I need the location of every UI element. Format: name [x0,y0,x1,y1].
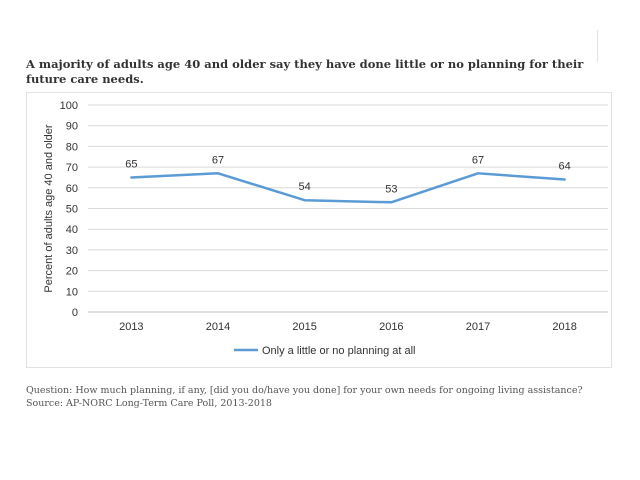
y-tick-label-80: 80 [66,141,78,153]
question-note: Question: How much planning, if any, [di… [26,385,583,396]
y-tick-label-30: 30 [66,245,78,257]
x-tick-label-2017: 2017 [466,321,490,333]
data-label-2015: 54 [299,181,311,193]
x-tick-label-2018: 2018 [552,321,576,333]
y-axis-title: Percent of adults age 40 and older [43,124,55,293]
y-tick-label-0: 0 [72,307,78,319]
y-tick-label-70: 70 [66,162,78,174]
y-tick-label-90: 90 [66,121,78,133]
source-note: Source: AP-NORC Long-Term Care Poll, 201… [26,398,272,409]
y-tick-label-100: 100 [60,100,78,112]
chart-footer: Question: How much planning, if any, [di… [26,384,626,410]
y-tick-label-10: 10 [66,286,78,298]
y-tick-label-60: 60 [66,183,78,195]
series-line-0 [130,172,566,204]
legend-label-0: Only a little or no planning at all [262,345,415,357]
data-label-2018: 64 [559,161,571,173]
x-tick-label-2015: 2015 [292,321,316,333]
y-tick-label-40: 40 [66,224,78,236]
chart-frame [26,92,612,368]
x-tick-label-2013: 2013 [119,321,143,333]
data-label-2017: 67 [472,154,484,166]
y-tick-label-50: 50 [66,204,78,216]
x-tick-label-2016: 2016 [379,321,403,333]
chart-title: A majority of adults age 40 and older sa… [26,57,584,86]
divider-line [597,30,598,62]
data-label-2014: 67 [212,154,224,166]
data-label-2016: 53 [385,183,397,195]
y-tick-label-20: 20 [66,266,78,278]
data-label-2013: 65 [125,158,137,170]
x-tick-label-2014: 2014 [206,321,230,333]
